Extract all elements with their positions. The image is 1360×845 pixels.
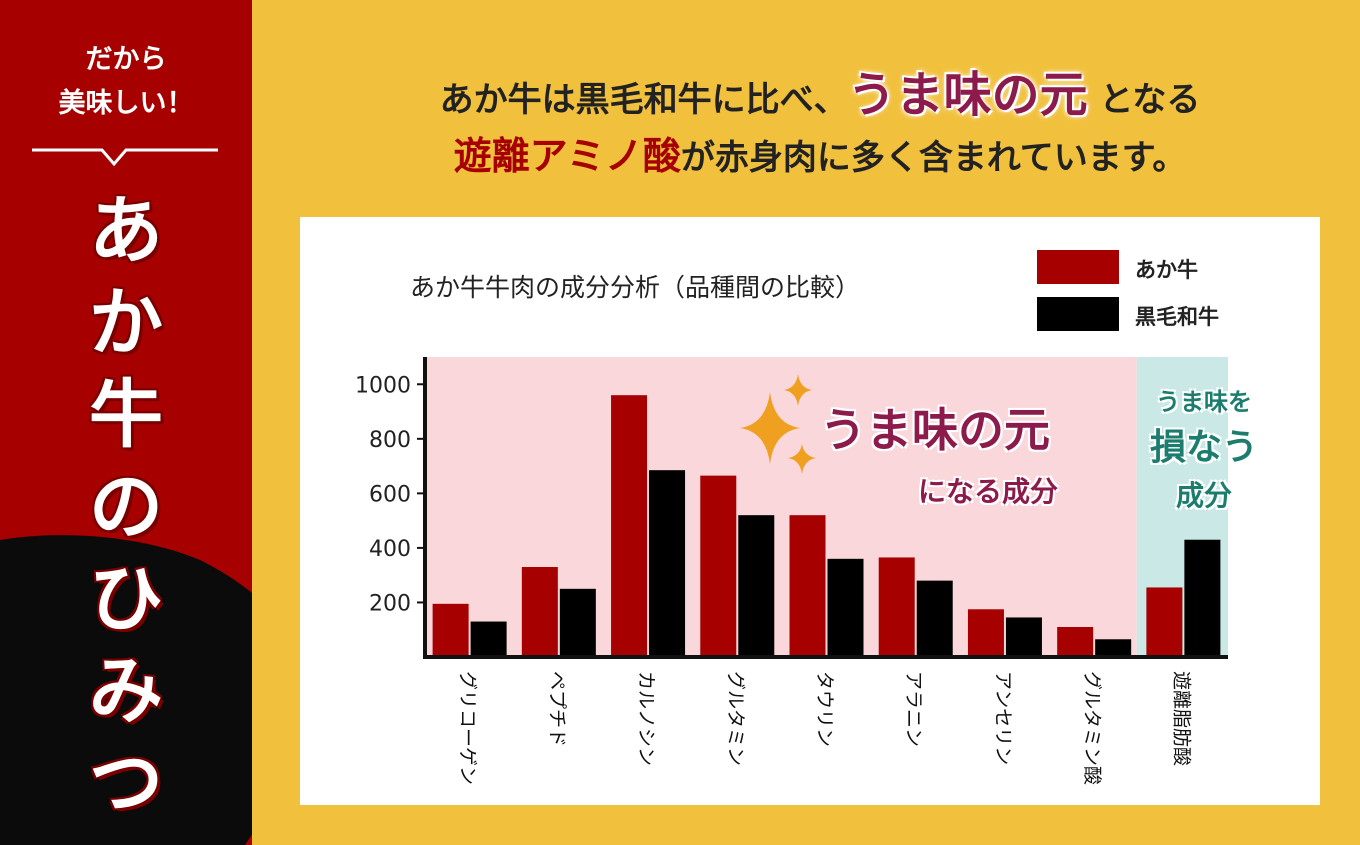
annotation-harm-line1: うま味を <box>1156 388 1252 416</box>
y-tick-label: 800 <box>369 428 411 453</box>
x-tick-label: タウリン <box>814 671 836 747</box>
bar-kuroge <box>916 580 953 657</box>
x-tick-label: アンセリン <box>992 671 1014 765</box>
bar-akaushi <box>878 557 915 657</box>
sidebar-tag-line1: だから <box>85 44 167 75</box>
x-tick-label: グルタミン酸 <box>1081 671 1103 785</box>
bar-akaushi <box>432 603 469 657</box>
bar-kuroge <box>1095 639 1132 657</box>
x-tick-label: グリコーゲン <box>457 671 479 785</box>
sidebar-tag-line2: 美味しい！ <box>58 88 194 119</box>
legend-label-akaushi: あか牛 <box>1135 258 1198 282</box>
annotation-harm-line3: 成分 <box>1175 479 1232 512</box>
annotation-harm-line2: 損なう <box>1149 427 1258 468</box>
sidebar-title-char: み <box>89 648 163 734</box>
bar-akaushi <box>700 475 737 657</box>
headline-umami-highlight: うま味の元 <box>847 67 1088 123</box>
headline-line2: 遊離アミノ酸が赤身肉に多く含まれています。 <box>300 125 1340 180</box>
cow-silhouette-icon <box>0 535 252 845</box>
x-tick-label: グルタミン <box>724 671 746 766</box>
annotation-umami-main: うま味の元 <box>820 403 1050 457</box>
sidebar-title-char: つ <box>89 740 163 826</box>
bar-akaushi <box>789 515 826 657</box>
sidebar-title-char: 牛 <box>89 372 163 458</box>
y-tick-label: 400 <box>369 537 411 562</box>
bar-akaushi <box>611 395 648 657</box>
chart-title: あか牛牛肉の成分分析（品種間の比較） <box>410 273 861 302</box>
sparkle-icon <box>740 374 816 474</box>
divider-chevron-icon <box>32 148 218 167</box>
bar-akaushi <box>521 567 558 657</box>
bar-akaushi <box>1057 627 1094 657</box>
bar-kuroge <box>1184 539 1221 657</box>
bar-kuroge <box>559 588 596 657</box>
headline-line1-post: となる <box>1087 80 1201 120</box>
x-tick-label: 遊離脂肪酸 <box>1170 671 1192 766</box>
bar-akaushi <box>967 609 1004 657</box>
sidebar: だから 美味しい！ あ か 牛 の ひ み つ <box>0 0 252 845</box>
headline-line2-post: が赤身肉に多く含まれています。 <box>680 138 1187 178</box>
headline-line1-pre: あか牛は黒毛和牛に比べ、 <box>439 80 848 120</box>
sidebar-title-char: か <box>89 280 163 366</box>
x-tick-label: ペプチド <box>546 671 568 747</box>
sidebar-title-char: ひ <box>89 556 163 642</box>
bar-kuroge <box>649 470 686 657</box>
x-tick-label: カルノシン <box>635 671 657 766</box>
bar-kuroge <box>1005 617 1042 657</box>
bar-akaushi <box>1146 587 1183 657</box>
sidebar-title-char: の <box>89 464 163 550</box>
legend-label-kuroge: 黒毛和牛 <box>1135 305 1219 329</box>
legend-swatch-akaushi <box>1037 250 1119 284</box>
bar-kuroge <box>827 558 864 657</box>
sidebar-title-char: あ <box>89 188 163 274</box>
y-tick-label: 1000 <box>355 373 411 398</box>
sidebar-title: あ か 牛 の ひ み つ <box>0 185 252 829</box>
annotation-umami-sub: になる成分 <box>918 475 1059 508</box>
y-tick-label: 200 <box>369 591 411 616</box>
y-tick-label: 600 <box>369 482 411 507</box>
bar-kuroge <box>470 621 507 657</box>
headline-amino-highlight: 遊離アミノ酸 <box>453 134 681 178</box>
legend-swatch-kuroge <box>1037 297 1119 331</box>
x-tick-label: アラニン <box>903 671 925 747</box>
bar-kuroge <box>738 515 775 657</box>
headline-line1: あか牛は黒毛和牛に比べ、うま味の元 となる <box>300 55 1340 125</box>
